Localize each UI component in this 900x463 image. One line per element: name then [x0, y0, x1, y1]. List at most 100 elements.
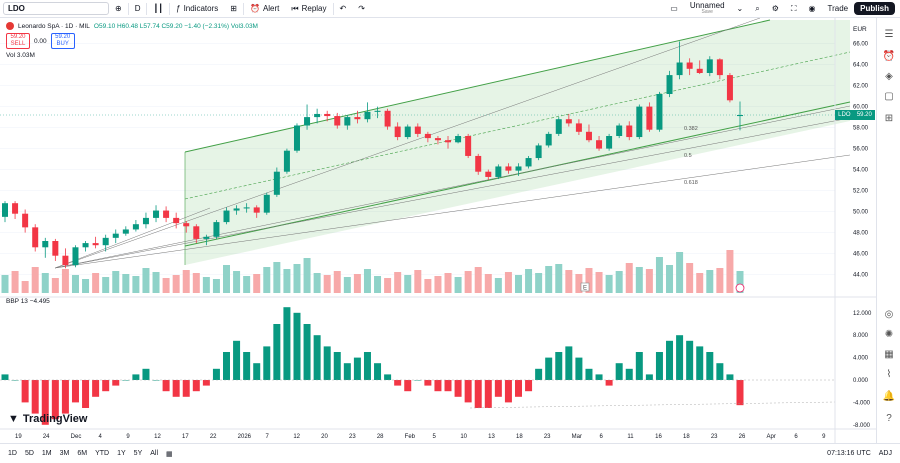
volume-bar: [132, 276, 140, 293]
e-marker[interactable]: [580, 282, 590, 292]
candle-body: [696, 68, 703, 73]
time-tick-label: Feb: [405, 434, 416, 440]
candle-body: [193, 226, 200, 239]
buy-button[interactable]: 59.20 BUY: [50, 33, 75, 49]
time-tick-label: Mar: [572, 434, 582, 440]
tv-logo-icon: ▼: [8, 413, 19, 425]
layout-name[interactable]: Unnamed Save: [689, 0, 725, 15]
search-icon[interactable]: ⌕: [755, 3, 760, 13]
settings-icon[interactable]: ⚙: [771, 4, 779, 13]
range-ytd[interactable]: YTD: [95, 450, 110, 457]
volume-bar: [696, 273, 704, 293]
volume-bar: [92, 273, 100, 293]
volume-bar: [41, 273, 49, 293]
templates-icon[interactable]: ⊞: [230, 4, 237, 13]
volume-legend: Vol 3.03M: [6, 52, 35, 59]
fullscreen-icon[interactable]: ⛶: [790, 3, 797, 13]
range-3m[interactable]: 3M: [59, 450, 70, 457]
price-tick-label: 58.00: [853, 126, 869, 132]
bbp-bar: [253, 363, 261, 380]
target-icon[interactable]: ◎: [884, 308, 894, 320]
grid-icon[interactable]: ⊞: [884, 112, 894, 124]
bbp-bar: [424, 380, 432, 386]
candle-body: [666, 75, 673, 94]
candles-icon[interactable]: ┃┃: [153, 4, 164, 13]
calendar-icon[interactable]: ▦: [884, 348, 894, 360]
layout-menu-icon[interactable]: ⌄: [736, 4, 744, 13]
alert-button[interactable]: ⏰ Alert: [249, 4, 280, 13]
candle-body: [283, 150, 290, 172]
candle-body: [233, 208, 240, 211]
range-1y[interactable]: 1Y: [117, 450, 126, 457]
bbp-bar: [132, 374, 140, 380]
time-tick-label: 23: [349, 434, 356, 440]
volume-bar: [142, 268, 150, 293]
interval-button[interactable]: D: [134, 4, 141, 13]
range-all[interactable]: All: [150, 450, 159, 457]
time-tick-label: 12: [293, 434, 300, 440]
bbp-bar: [625, 368, 633, 380]
bbp-bar: [212, 368, 220, 380]
ideas-icon[interactable]: ✺: [884, 328, 894, 340]
indicators-button[interactable]: ƒ Indicators: [176, 4, 219, 13]
bbp-bar: [655, 352, 663, 380]
bbp-bar: [535, 368, 543, 380]
broadcast-icon[interactable]: ⌇: [886, 368, 892, 380]
candle-body: [737, 115, 743, 117]
sell-button[interactable]: 59.20 SELL: [6, 33, 30, 49]
volume-bar: [394, 272, 402, 293]
chat-icon[interactable]: ▢: [884, 90, 894, 102]
bbp-bar: [283, 307, 291, 380]
range-5y[interactable]: 5Y: [133, 450, 143, 457]
volume-bar: [414, 270, 422, 293]
alerts-icon[interactable]: ⏰: [882, 50, 896, 62]
date-range-icon[interactable]: ▦: [166, 450, 173, 458]
camera-icon[interactable]: ◉: [808, 4, 816, 13]
help-icon[interactable]: ?: [886, 412, 892, 424]
trade-button[interactable]: Trade: [827, 4, 849, 13]
bell-icon[interactable]: 🔔: [882, 390, 896, 402]
volume-bar: [303, 258, 311, 293]
bbp-bar: [615, 363, 623, 380]
range-6m[interactable]: 6M: [77, 450, 88, 457]
symbol-search[interactable]: LDO: [3, 2, 109, 15]
watchlist-icon[interactable]: ☰: [884, 28, 894, 40]
bbp-level-line: [469, 401, 836, 409]
lightning-icon[interactable]: [735, 283, 745, 293]
plus-icon[interactable]: ⊕: [115, 4, 122, 13]
replay-button[interactable]: ⏮ Replay: [291, 3, 327, 14]
layout-icon[interactable]: ▭: [670, 4, 678, 13]
time-tick-label: 2026: [238, 434, 252, 440]
candle-body: [414, 126, 421, 134]
volume-bar: [313, 273, 321, 293]
chart-title[interactable]: Leonardo SpA · 1D · MIL: [18, 22, 90, 30]
range-1m[interactable]: 1M: [41, 450, 52, 457]
redo-icon[interactable]: ↷: [358, 4, 365, 13]
volume-bar: [51, 278, 59, 293]
price-tick-label: 56.00: [853, 147, 869, 153]
volume-bar: [464, 271, 472, 293]
volume-bar: [293, 264, 301, 293]
candle-body: [384, 110, 391, 127]
price-chart[interactable]: 0.382 0.5 0.618 66.0064.0062.0060.0058.0…: [0, 18, 876, 443]
replay-icon: ⏮: [291, 3, 299, 13]
volume-bar: [71, 275, 79, 293]
clock[interactable]: 07:13:16 UTC: [827, 450, 871, 457]
bbp-bar: [434, 380, 442, 392]
volume-bar: [595, 272, 603, 293]
layers-icon[interactable]: ◈: [885, 70, 893, 82]
range-1d[interactable]: 1D: [8, 450, 17, 457]
candle-body: [606, 136, 613, 149]
time-tick-label: 28: [377, 434, 384, 440]
volume-bar: [454, 277, 462, 293]
range-5d[interactable]: 5D: [24, 450, 34, 457]
candle-body: [676, 62, 683, 76]
publish-button[interactable]: Publish: [854, 2, 895, 15]
bbp-bar: [404, 380, 412, 392]
candle-body: [263, 194, 270, 213]
adj-button[interactable]: ADJ: [878, 450, 892, 457]
candle-body: [173, 217, 180, 224]
time-tick-label: 16: [655, 434, 662, 440]
undo-icon[interactable]: ↶: [339, 4, 347, 13]
candle-body: [555, 119, 562, 134]
